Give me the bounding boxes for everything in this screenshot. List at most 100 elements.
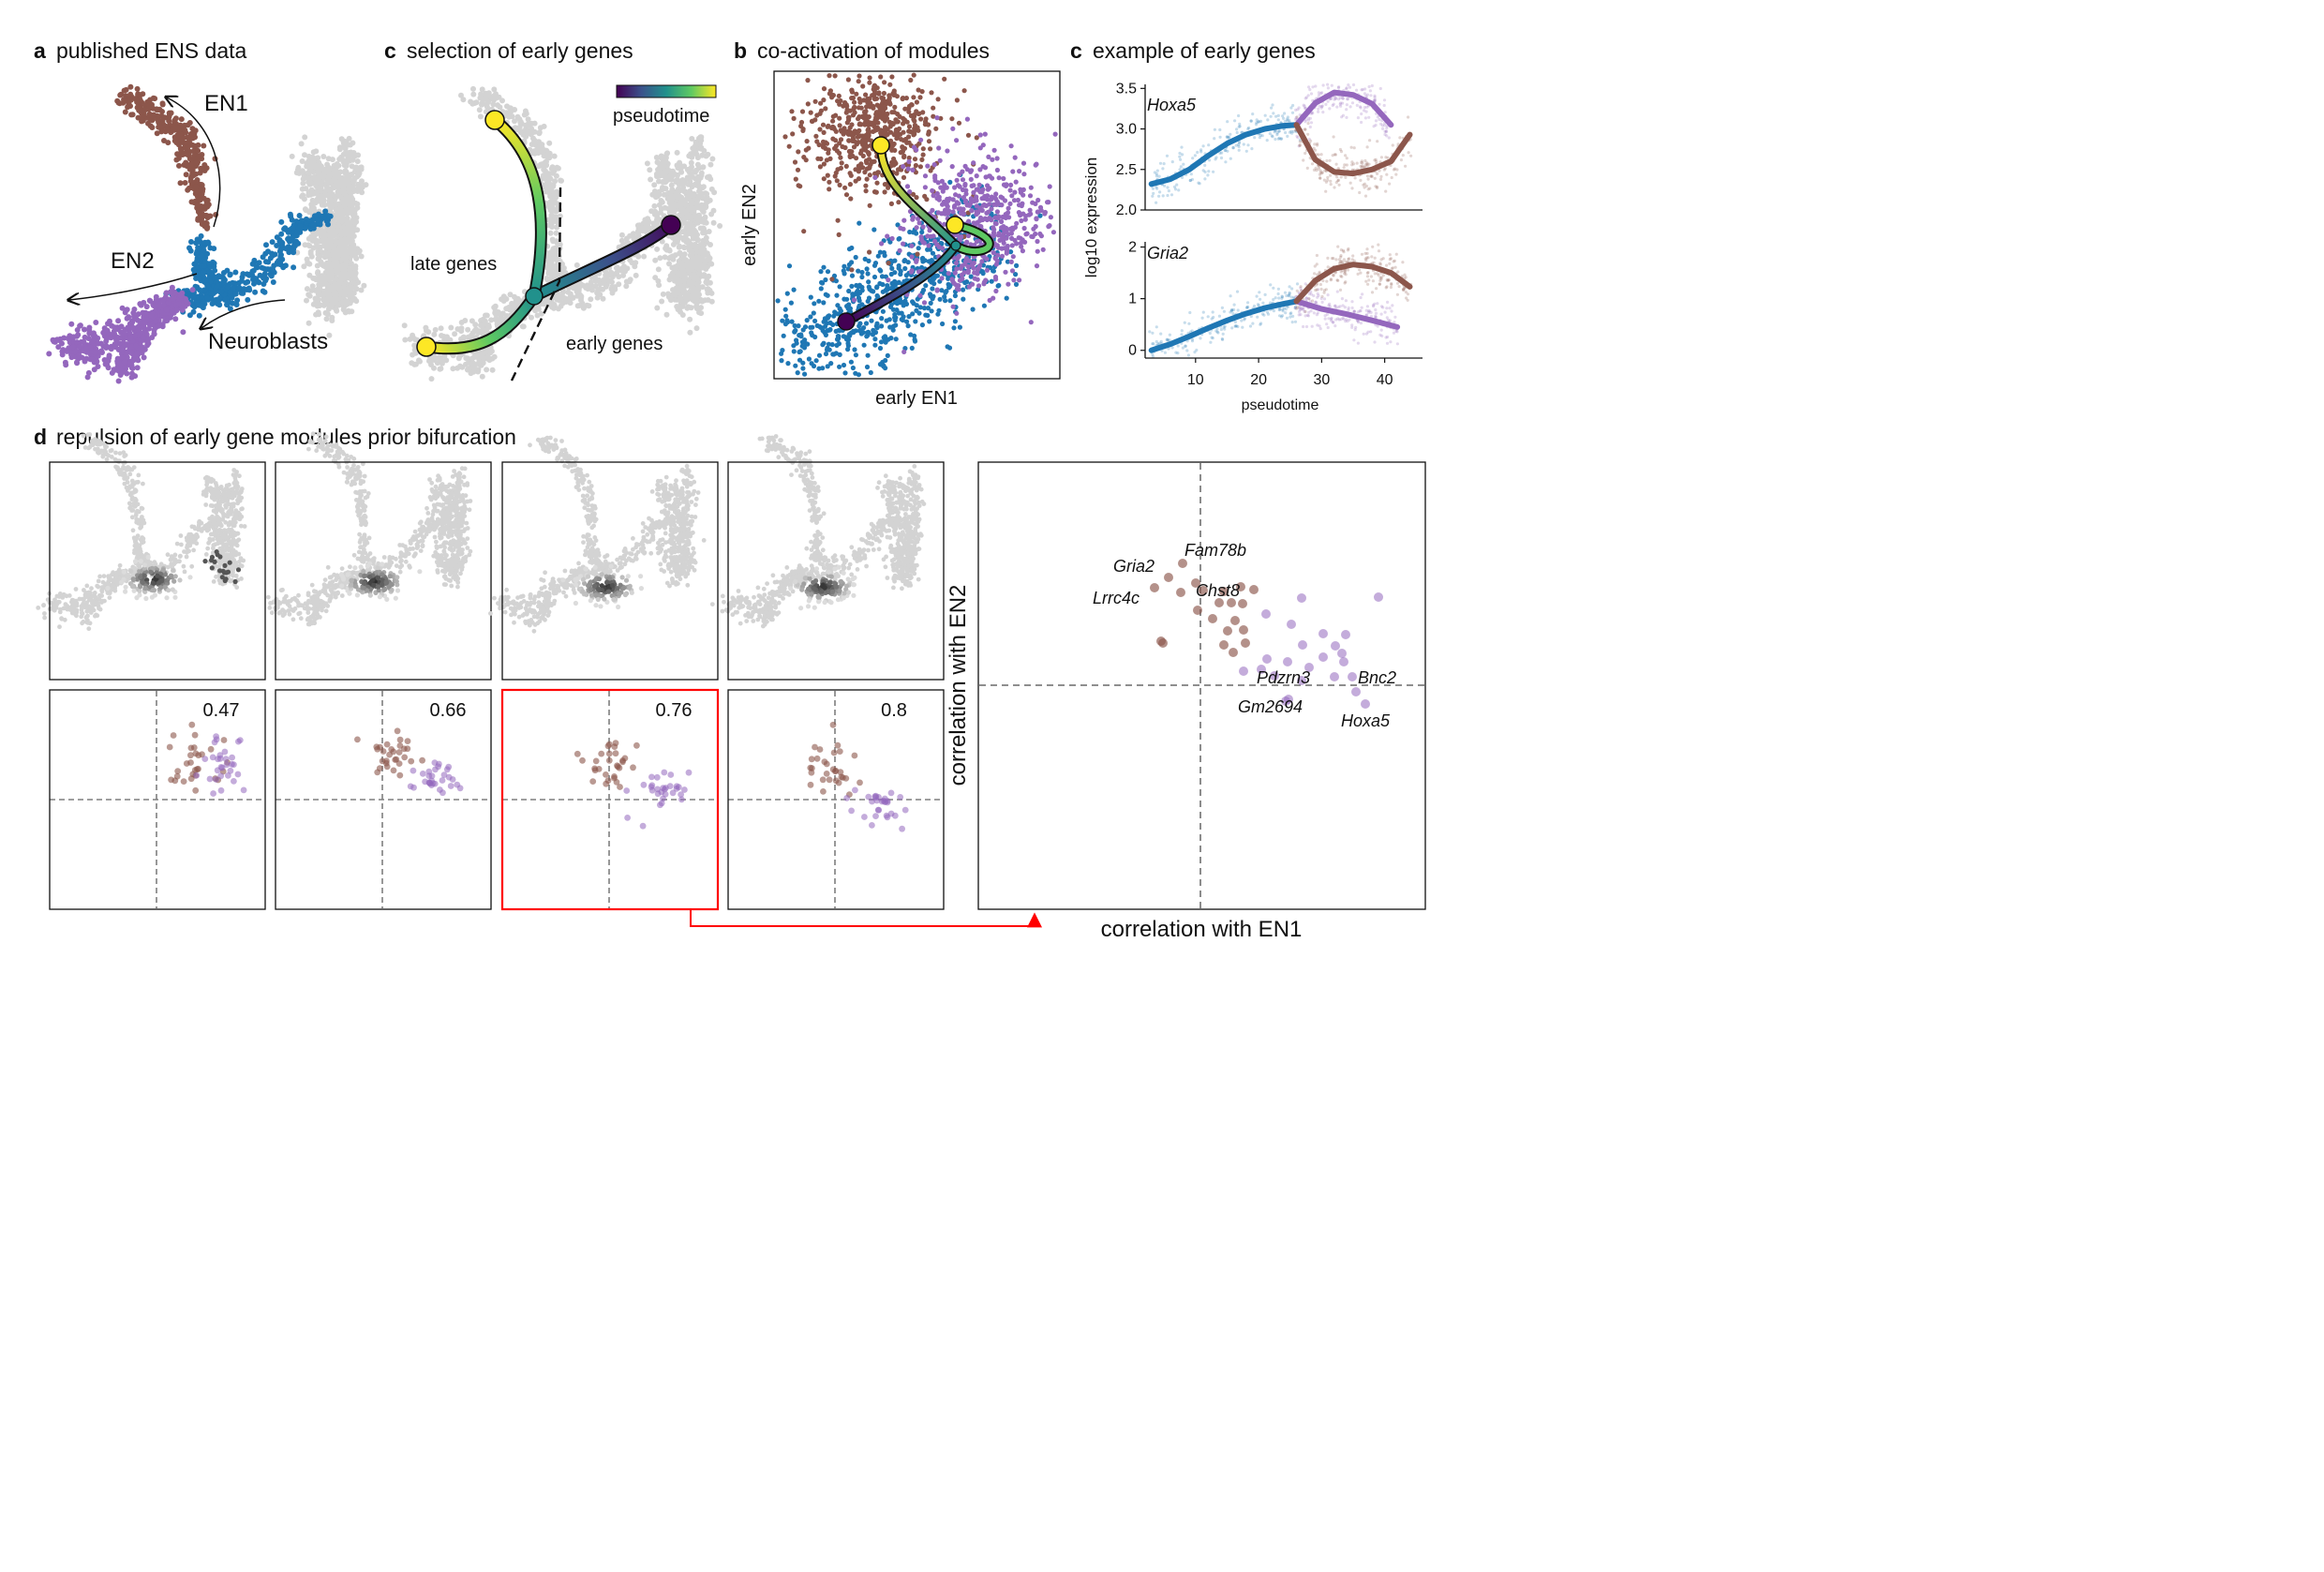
cell-point xyxy=(117,92,124,98)
cell-point xyxy=(203,223,209,230)
cell-point xyxy=(93,350,99,356)
cell-point xyxy=(700,184,707,190)
cell-point xyxy=(570,294,576,301)
cell-point xyxy=(654,305,661,311)
cell-point xyxy=(708,242,713,247)
cell-point xyxy=(864,266,870,272)
cell-point xyxy=(486,357,493,364)
cell-point xyxy=(708,161,714,168)
trajectory-en1-tip xyxy=(484,110,505,130)
cell-point xyxy=(200,269,206,276)
cell-point xyxy=(234,297,241,304)
cell-point xyxy=(583,283,589,290)
cell-point xyxy=(431,365,437,371)
panel-c1-title: selection of early genes xyxy=(407,38,633,63)
cell-point xyxy=(327,261,334,267)
cell-point xyxy=(328,197,335,203)
cell-point xyxy=(846,288,852,294)
cell-point xyxy=(710,219,717,226)
cell-point xyxy=(270,266,276,273)
cell-point xyxy=(930,296,935,302)
cell-point xyxy=(204,294,211,301)
cell-point xyxy=(321,202,328,208)
cell-point xyxy=(124,315,130,322)
cell-point xyxy=(820,342,826,348)
cell-point xyxy=(317,244,323,250)
cell-point xyxy=(842,263,847,269)
cell-point xyxy=(957,324,962,330)
cell-point xyxy=(477,113,484,120)
cell-point xyxy=(874,321,880,326)
cell-point xyxy=(544,153,550,159)
cell-point xyxy=(981,303,987,308)
cell-point xyxy=(849,273,856,278)
cell-point xyxy=(879,316,885,322)
cell-point xyxy=(432,326,439,333)
cell-point xyxy=(468,332,474,338)
cell-point xyxy=(907,229,913,235)
cell-point xyxy=(502,295,509,302)
cell-point xyxy=(341,230,348,235)
cell-point xyxy=(923,283,929,289)
cell-point xyxy=(131,307,138,312)
cell-point xyxy=(869,318,874,323)
cell-point xyxy=(138,320,143,326)
cell-point xyxy=(563,299,570,305)
cell-point xyxy=(270,252,276,259)
cell-point xyxy=(190,172,197,179)
cell-point xyxy=(682,262,689,269)
cell-point xyxy=(336,181,343,187)
cell-point xyxy=(782,307,788,312)
cell-point xyxy=(305,170,311,176)
cell-point xyxy=(572,284,577,291)
cell-point xyxy=(902,265,908,272)
cell-point xyxy=(109,369,115,376)
cell-point xyxy=(698,305,704,311)
cell-point xyxy=(612,284,618,291)
cell-point xyxy=(128,365,135,371)
cell-point xyxy=(514,127,521,133)
cell-point xyxy=(681,276,688,281)
trajectory-root-node xyxy=(661,215,681,235)
cell-point xyxy=(145,120,151,127)
cell-point xyxy=(626,278,633,285)
cell-point xyxy=(127,91,134,97)
cell-point xyxy=(800,366,806,371)
panel-b-label: b xyxy=(734,38,747,63)
cell-point xyxy=(341,288,348,294)
label-early-genes: early genes xyxy=(566,334,663,354)
cell-point xyxy=(877,267,883,273)
cell-point xyxy=(899,317,904,322)
cell-point xyxy=(154,130,160,137)
cell-point xyxy=(663,168,670,174)
cell-point xyxy=(227,289,233,295)
cell-point xyxy=(668,176,675,183)
panel-a-label: a xyxy=(34,38,46,63)
cell-point xyxy=(692,213,697,219)
cell-point xyxy=(302,152,307,158)
cell-point xyxy=(312,287,319,293)
cell-point xyxy=(310,245,317,251)
cell-point xyxy=(439,360,445,367)
cell-point xyxy=(307,191,314,198)
cell-point xyxy=(558,303,564,309)
cell-point xyxy=(495,102,500,109)
cell-point xyxy=(849,245,855,251)
cell-point xyxy=(708,298,715,305)
cell-point xyxy=(165,140,171,146)
cell-point xyxy=(808,294,813,300)
cell-point xyxy=(841,362,847,368)
cell-point xyxy=(896,310,901,316)
cell-point xyxy=(470,91,477,97)
cell-point xyxy=(461,334,467,340)
colorbar-label: pseudotime xyxy=(613,106,709,127)
cell-point xyxy=(859,274,865,280)
cell-point xyxy=(937,296,943,302)
cell-point xyxy=(138,301,144,307)
cell-point xyxy=(694,180,701,187)
cell-point xyxy=(623,283,630,290)
cell-point xyxy=(172,115,179,122)
cell-point xyxy=(833,278,840,284)
cell-point xyxy=(648,176,654,183)
cell-point xyxy=(693,246,699,252)
